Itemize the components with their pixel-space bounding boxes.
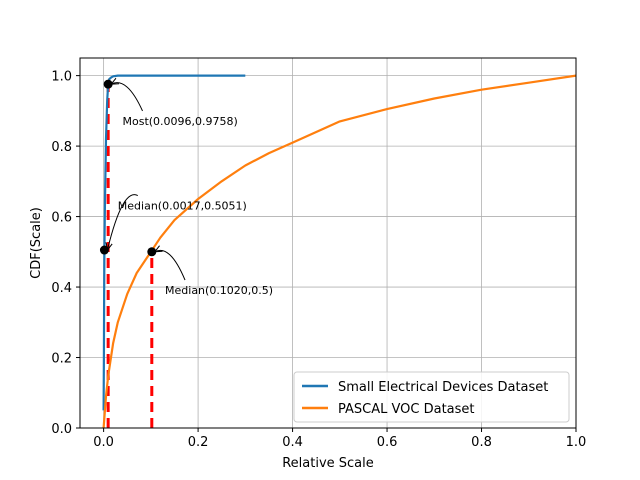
y-axis-label: CDF(Scale) bbox=[29, 207, 44, 279]
y-tick-label: 0.4 bbox=[51, 281, 72, 296]
y-tick-label: 0.6 bbox=[51, 211, 72, 226]
y-tick-label: 1.0 bbox=[51, 70, 72, 85]
x-tick-label: 0.0 bbox=[93, 435, 114, 450]
x-tick-label: 0.6 bbox=[377, 435, 398, 450]
reference-lines bbox=[106, 84, 154, 428]
annotation-arrow bbox=[107, 194, 139, 250]
x-axis-label: Relative Scale bbox=[282, 456, 374, 471]
legend-box bbox=[293, 371, 570, 423]
y-tick-label: 0.8 bbox=[51, 140, 72, 155]
legend: Small Electrical Devices Dataset PASCAL V… bbox=[293, 371, 570, 423]
x-tick-label: 1.0 bbox=[566, 435, 587, 450]
legend-label: PASCAL VOC Dataset bbox=[338, 402, 475, 417]
annotation-label: Median(0.0017,0.5051) bbox=[118, 200, 247, 213]
x-tick-label: 0.4 bbox=[282, 435, 303, 450]
axis-ticks: 0.0 0.2 0.4 0.6 0.8 1.0 0.0 0.2 0.4 0.6 0.8 1.0 bbox=[51, 70, 586, 450]
annotation-arrow bbox=[111, 83, 143, 112]
y-tick-label: 0.2 bbox=[51, 352, 72, 367]
legend-label: Small Electrical Devices Dataset bbox=[338, 380, 548, 395]
series-line bbox=[102, 74, 577, 429]
plot-frame bbox=[79, 57, 577, 429]
x-tick-label: 0.8 bbox=[471, 435, 492, 450]
annotation-arrow bbox=[155, 250, 186, 281]
annotations: Most(0.0096,0.9758) Median(0.0017,0.5051)… bbox=[107, 83, 273, 297]
annotation-label: Median(0.1020,0.5) bbox=[165, 284, 273, 297]
x-tick-label: 0.2 bbox=[188, 435, 209, 450]
y-tick-label: 0.0 bbox=[51, 422, 72, 437]
annotation-label: Most(0.0096,0.9758) bbox=[123, 115, 238, 128]
